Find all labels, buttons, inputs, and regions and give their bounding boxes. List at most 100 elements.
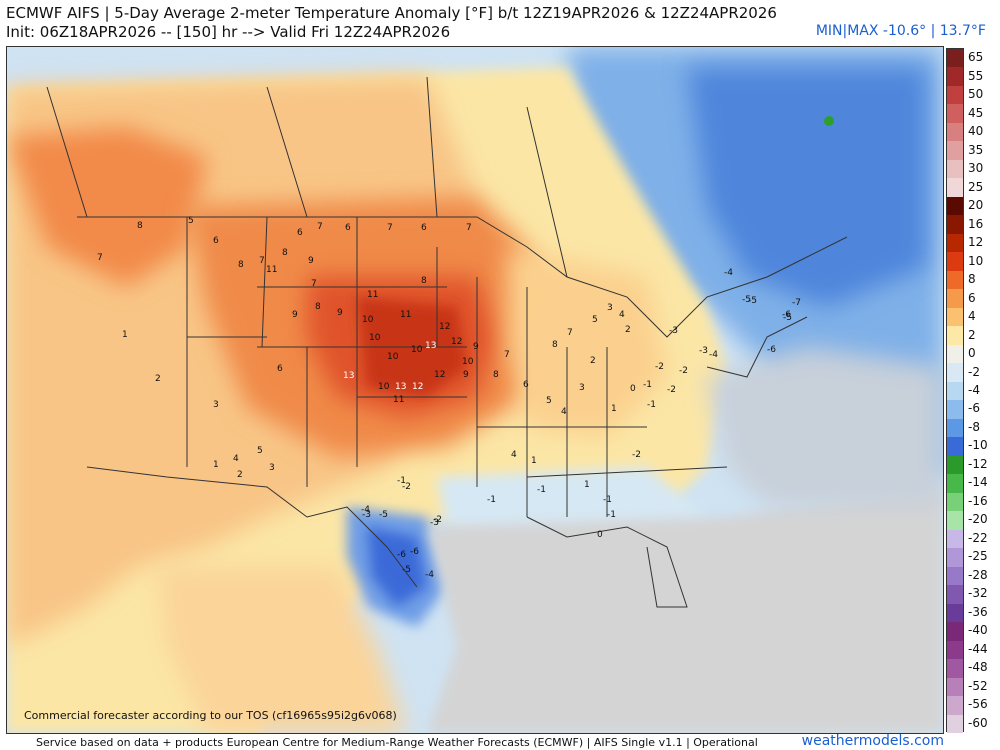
anomaly-value-label: 4 bbox=[561, 407, 567, 417]
anomaly-value-label: 12 bbox=[439, 322, 450, 332]
anomaly-value-label: 10 bbox=[378, 382, 390, 392]
anomaly-value-label: 10 bbox=[411, 345, 423, 355]
colorbar-tick-label: 20 bbox=[968, 198, 984, 213]
anomaly-map[interactable]: 8 7 5 6 8 7 6 6 7 6 7 7 8 9 7 11 8 9 9 10 10 11 11 10 12 13 12 10 9 8… bbox=[6, 46, 944, 734]
anomaly-value-label: -2 bbox=[655, 362, 664, 372]
colorbar-tick-label: 25 bbox=[968, 179, 984, 194]
colorbar-segment bbox=[947, 215, 963, 235]
anomaly-value-label: -1 bbox=[643, 380, 652, 390]
anomaly-value-label: 9 bbox=[308, 256, 314, 266]
political-boundaries bbox=[46, 76, 848, 608]
cold-core-texas bbox=[367, 527, 427, 607]
colorbar-segment bbox=[947, 85, 963, 105]
colorbar-segment bbox=[947, 67, 963, 87]
anomaly-value-label: 7 bbox=[97, 253, 103, 263]
colorbar-segment bbox=[947, 696, 963, 715]
colorbar-segment bbox=[947, 122, 963, 142]
colorbar-segment bbox=[947, 307, 963, 327]
colorbar-segment bbox=[947, 511, 963, 531]
colorbar-segment bbox=[947, 437, 963, 457]
header: ECMWF AIFS | 5-Day Average 2-meter Tempe… bbox=[0, 0, 1000, 44]
colorbar-segment bbox=[947, 178, 963, 198]
colorbar-tick-label: 4 bbox=[968, 309, 976, 324]
anomaly-value-label: 3 bbox=[579, 383, 585, 393]
colorbar-tick-label: -20 bbox=[968, 512, 988, 527]
anomaly-value-label: 8 bbox=[315, 302, 321, 312]
anomaly-value-label: 8 bbox=[137, 221, 143, 231]
colorbar-segment bbox=[947, 548, 963, 568]
anomaly-value-label: -1 bbox=[397, 476, 406, 486]
mexico-mild bbox=[157, 567, 407, 733]
colorbar-segment bbox=[947, 289, 963, 309]
anomaly-value-label: 2 bbox=[625, 325, 631, 335]
anomaly-value-label: 5 bbox=[188, 216, 194, 226]
colorbar-segment bbox=[947, 270, 963, 290]
anomaly-value-label: 8 bbox=[282, 248, 288, 258]
cold-core-canada bbox=[687, 67, 927, 307]
anomaly-value-label: 13 bbox=[395, 382, 406, 392]
colorbar-segment bbox=[947, 344, 963, 364]
colorbar-tick-label: 2 bbox=[968, 327, 976, 342]
colorbar-tick-label: -6 bbox=[968, 401, 980, 416]
colorbar-tick-label: -52 bbox=[968, 678, 988, 693]
anomaly-value-label: -5 bbox=[402, 565, 411, 575]
anomaly-value-label: 8 bbox=[421, 276, 427, 286]
colorbar-tick-label: 8 bbox=[968, 272, 976, 287]
warm-anomaly-greatlakes bbox=[507, 247, 667, 437]
anomaly-value-label: -1 bbox=[537, 485, 546, 495]
anomaly-value-label: 2 bbox=[155, 374, 161, 384]
colorbar-tick-label: -32 bbox=[968, 586, 988, 601]
colorbar-segment bbox=[947, 400, 963, 420]
anomaly-value-label: -4 bbox=[724, 268, 733, 278]
colorbar-tick-label: -4 bbox=[968, 383, 980, 397]
anomaly-value-label: 1 bbox=[122, 330, 128, 340]
anomaly-value-label: 5 bbox=[592, 315, 598, 325]
map-title: ECMWF AIFS | 5-Day Average 2-meter Tempe… bbox=[6, 4, 777, 22]
anomaly-value-label: 7 bbox=[259, 256, 265, 266]
anomaly-value-label: -1 bbox=[487, 495, 496, 505]
anomaly-value-label: 10 bbox=[387, 352, 399, 362]
anomaly-value-label: 6 bbox=[523, 380, 529, 390]
anomaly-value-label: 10 bbox=[369, 333, 381, 343]
colorbar-tick-label: 45 bbox=[968, 105, 984, 120]
min-marker bbox=[824, 116, 834, 126]
province-borders bbox=[46, 76, 568, 278]
colorbar-segment bbox=[947, 418, 963, 438]
footer bbox=[0, 734, 1000, 750]
anomaly-value-label: 7 bbox=[317, 222, 323, 232]
anomaly-value-label: 9 bbox=[473, 342, 479, 352]
anomaly-value-label: 0 bbox=[597, 530, 603, 540]
colorbar-tick-label: 55 bbox=[968, 68, 984, 83]
anomaly-value-label: 7 bbox=[387, 223, 393, 233]
anomaly-value-label: -1 bbox=[647, 400, 656, 410]
anomaly-value-label: -6 bbox=[397, 550, 406, 560]
colorbar-tick-label: 6 bbox=[968, 290, 976, 305]
colorbar-segment bbox=[947, 640, 963, 660]
colorbar-segment bbox=[947, 363, 963, 383]
colorbar-segment bbox=[947, 714, 963, 734]
colorbar-tick-label: -60 bbox=[968, 715, 988, 730]
anomaly-value-label: 1 bbox=[213, 460, 219, 470]
anomaly-value-label: 4 bbox=[233, 454, 239, 464]
anomaly-value-label: -5 bbox=[379, 510, 388, 520]
us-canada-border bbox=[77, 216, 848, 338]
anomaly-value-label: 3 bbox=[607, 303, 613, 313]
colorbar-segment bbox=[947, 49, 963, 68]
colorbar-tick-label: 30 bbox=[968, 161, 984, 176]
anomaly-value-label: -4 bbox=[361, 505, 370, 515]
anomaly-value-label: 1 bbox=[531, 456, 537, 466]
data-source: Service based on data + products Europea… bbox=[36, 736, 758, 749]
colorbar-segment bbox=[947, 529, 963, 549]
colorbar-tick-label: -22 bbox=[968, 530, 988, 545]
colorbar-tick-label: 16 bbox=[968, 216, 984, 231]
anomaly-value-label: 5 bbox=[257, 446, 263, 456]
colorbar-segment bbox=[947, 141, 963, 161]
colorbar-segment bbox=[947, 381, 963, 401]
colorbar-segment bbox=[947, 566, 963, 586]
credit-line: Commercial forecaster according to our T… bbox=[24, 709, 397, 722]
anomaly-value-label: -5 bbox=[783, 313, 792, 323]
anomaly-value-label: 11 bbox=[266, 265, 277, 275]
colorbar-segment bbox=[947, 455, 963, 475]
site-link[interactable]: weathermodels.com bbox=[801, 733, 944, 749]
